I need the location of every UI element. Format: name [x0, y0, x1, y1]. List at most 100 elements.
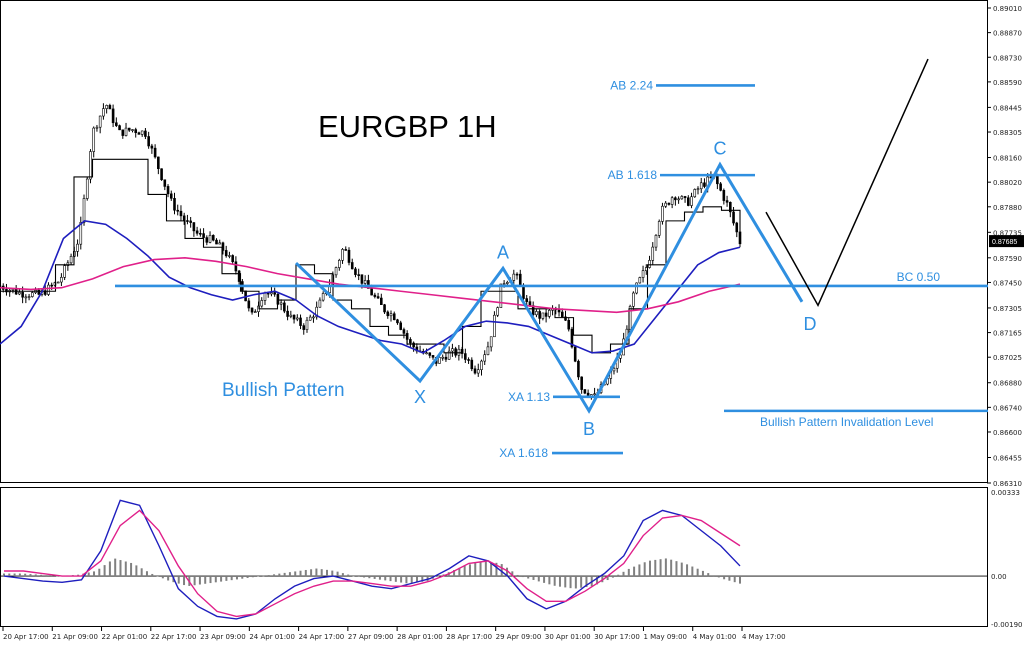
candle-body: [234, 261, 238, 272]
histogram-bar: [135, 565, 138, 577]
histogram-bar: [193, 576, 196, 586]
candle-body: [373, 294, 377, 297]
candle-body: [111, 108, 115, 124]
candle-body: [131, 129, 134, 131]
candle-body: [150, 145, 154, 149]
candle-body: [544, 312, 548, 317]
candle-body: [670, 197, 674, 205]
histogram-bar: [728, 576, 731, 581]
price-tick-label: 0.88445: [993, 104, 1022, 112]
candle-body: [295, 317, 299, 320]
histogram-bar: [389, 576, 392, 582]
candle-body: [76, 243, 79, 252]
histogram-bar: [352, 576, 355, 577]
candle-body: [444, 356, 448, 360]
histogram-bar: [273, 574, 276, 577]
candle-body: [447, 350, 451, 360]
histogram-bar: [659, 559, 662, 577]
candle-body: [392, 313, 396, 321]
histogram-bar: [34, 574, 37, 577]
candle-body: [182, 215, 186, 221]
time-tick-label: 22 Apr 01:00: [102, 633, 148, 641]
histogram-bar: [675, 561, 678, 577]
candle-body: [376, 296, 380, 299]
candle-body: [279, 302, 283, 305]
price-tick-label: 0.87735: [993, 229, 1022, 237]
price-tick-label: 0.88870: [993, 30, 1022, 38]
histogram-bar: [235, 576, 238, 580]
candle-body: [635, 282, 638, 294]
candle-body: [305, 319, 309, 330]
candle-body: [273, 292, 276, 295]
candle-body: [716, 175, 719, 185]
histogram-bar: [177, 576, 180, 584]
price-tick-label: 0.86600: [993, 429, 1022, 437]
histogram-bar: [29, 574, 32, 577]
histogram-bar: [294, 571, 297, 577]
pattern-name-label: Bullish Pattern: [222, 380, 345, 401]
histogram-bar: [537, 576, 540, 582]
pattern-point-label: B: [583, 419, 595, 439]
histogram-bar: [130, 562, 133, 577]
chart-title: EURGBP 1H: [318, 109, 497, 144]
candle-body: [292, 314, 296, 320]
pattern-point-label: A: [497, 242, 509, 262]
histogram-bar: [230, 576, 233, 581]
price-tick-label: 0.88020: [993, 179, 1022, 187]
candle-body: [299, 317, 302, 326]
candle-body: [719, 183, 722, 191]
candle-body: [218, 242, 222, 245]
candle-body: [134, 129, 138, 134]
candle-body: [179, 210, 183, 217]
price-tick-label: 0.89010: [993, 5, 1022, 13]
candle-body: [283, 302, 286, 312]
time-tick-label: 23 Apr 09:00: [200, 633, 246, 641]
candle-body: [693, 189, 697, 198]
candle-body: [506, 282, 509, 284]
candle-body: [667, 202, 671, 205]
histogram-bar: [124, 561, 127, 577]
current-price-label: 0.87685: [992, 239, 1017, 246]
candle-body: [250, 307, 254, 313]
candle-body: [56, 281, 60, 284]
candle-body: [189, 220, 192, 223]
candle-body: [199, 232, 202, 235]
candle-body: [95, 126, 99, 129]
time-tick-label: 4 May 01:00: [693, 633, 737, 641]
candle-body: [699, 182, 703, 190]
candle-body: [425, 352, 428, 355]
candle-body: [451, 348, 454, 352]
candle-body: [399, 322, 402, 330]
candle-body: [153, 147, 157, 158]
histogram-bar: [585, 576, 588, 588]
candle-body: [43, 290, 47, 295]
histogram-bar: [468, 564, 471, 577]
histogram-bar: [378, 576, 381, 580]
fib-level-label: AB 2.24: [610, 78, 653, 92]
histogram-bar: [357, 576, 360, 577]
candle-body: [457, 348, 461, 356]
candle-body: [31, 292, 34, 297]
candle-body: [380, 297, 383, 306]
histogram-bar: [156, 576, 159, 577]
histogram-bar: [267, 575, 270, 577]
candle-body: [538, 311, 541, 319]
candle-body: [657, 221, 661, 236]
histogram-bar: [648, 560, 651, 577]
candle-body: [69, 256, 73, 264]
histogram-bar: [606, 576, 609, 581]
indicator-line-2: [0, 220, 741, 354]
candle-body: [338, 260, 341, 268]
candle-body: [108, 105, 112, 110]
histogram-bar: [717, 576, 720, 578]
candle-body: [431, 355, 435, 358]
candle-body: [632, 292, 635, 307]
histogram-bar: [596, 576, 599, 585]
candle-body: [5, 289, 8, 293]
histogram-bar: [405, 576, 408, 584]
candle-body: [18, 292, 21, 295]
candle-body: [263, 292, 267, 301]
candle-body: [286, 310, 289, 317]
histogram-bar: [527, 576, 530, 579]
candle-body: [253, 311, 257, 313]
